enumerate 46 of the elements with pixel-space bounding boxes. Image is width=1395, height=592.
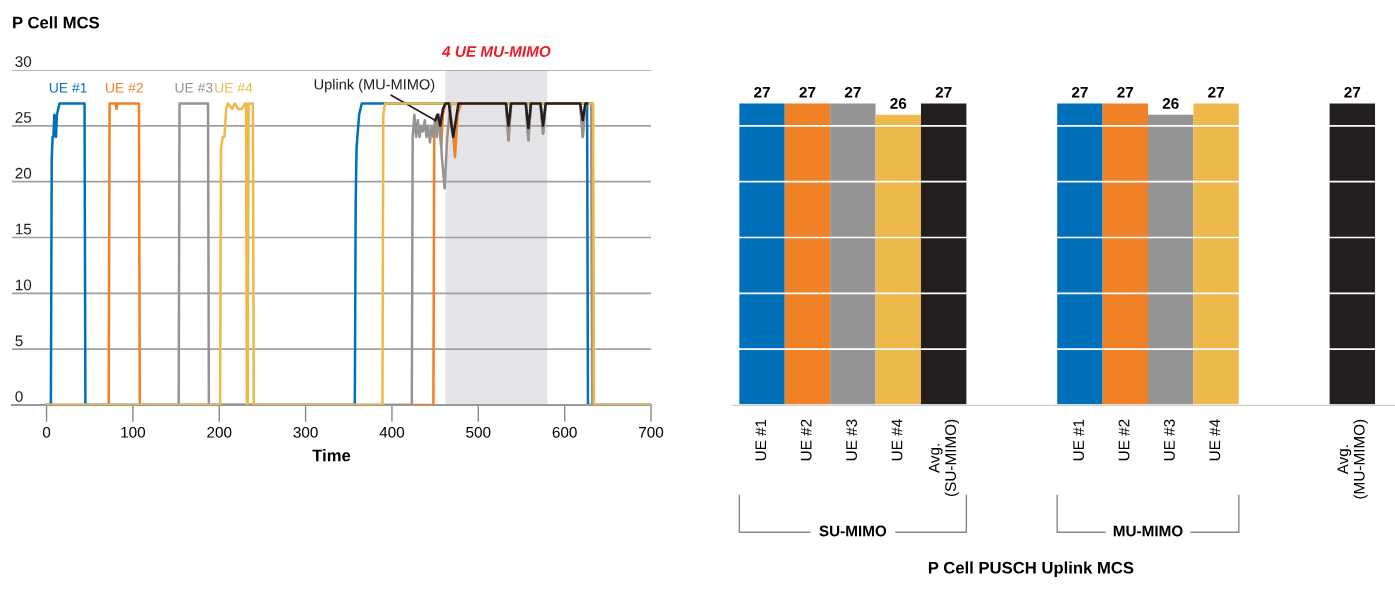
y-tick-label: 20 <box>15 167 32 179</box>
x-tick-label: 500 <box>466 426 491 438</box>
x-tick-label: UE #4 <box>891 419 903 461</box>
data-label: 27 <box>935 86 952 98</box>
text: MU-MIMO <box>1113 525 1183 537</box>
x-tick-label: 100 <box>121 426 146 438</box>
x-tick-label: 400 <box>379 426 405 438</box>
band-label: 4 UE MU-MIMO <box>441 46 551 57</box>
x-tick-label: UE #2 <box>1118 419 1130 461</box>
x-axis-title: Time <box>312 449 351 462</box>
series-label: UE #4 <box>215 83 253 93</box>
x-axis-title: P Cell PUSCH Uplink MCS <box>928 561 1134 577</box>
x-tick-label: UE #2 <box>800 419 812 461</box>
data-label: 27 <box>1344 86 1361 98</box>
x-tick-label: UE #4 <box>1209 419 1221 461</box>
data-label: 27 <box>1117 86 1134 98</box>
x-tick-label: 0 <box>42 426 51 438</box>
series-label: UE #3 <box>175 82 213 93</box>
x-tick-label: UE #3 <box>846 419 857 461</box>
y-tick-label: 15 <box>15 223 32 235</box>
x-tick-label: 300 <box>293 426 318 438</box>
series-label: Uplink (MU-MIMO) <box>314 78 435 93</box>
x-tick-label: Avg. (MU-MIMO) <box>1337 419 1368 499</box>
series-label: UE #1 <box>49 83 87 93</box>
text: SU-MIMO <box>819 525 887 537</box>
data-label: 27 <box>1071 86 1088 98</box>
data-label: 26 <box>1162 98 1179 109</box>
x-tick-label: 700 <box>639 426 664 438</box>
x-tick-label: UE #1 <box>1073 419 1084 461</box>
x-tick-label: Avg. (SU-MIMO) <box>928 419 960 497</box>
data-label: 27 <box>844 86 861 98</box>
x-tick-label: UE #3 <box>1163 419 1175 461</box>
x-tick-label: UE #1 <box>755 419 767 461</box>
data-label: 27 <box>754 86 770 98</box>
y-tick-label: 0 <box>15 391 23 402</box>
data-label: 26 <box>890 98 907 109</box>
x-tick-label: 200 <box>207 426 232 438</box>
y-tick-label: 10 <box>15 279 32 291</box>
x-tick-label: 600 <box>552 426 577 438</box>
y-tick-label: 30 <box>15 56 32 67</box>
data-label: 27 <box>799 86 816 98</box>
series-label: UE #2 <box>106 82 143 93</box>
y-tick-label: 5 <box>15 335 23 347</box>
data-label: 27 <box>1208 86 1224 98</box>
chart-title: P Cell MCS <box>13 16 100 29</box>
y-tick-label: 25 <box>15 112 32 123</box>
